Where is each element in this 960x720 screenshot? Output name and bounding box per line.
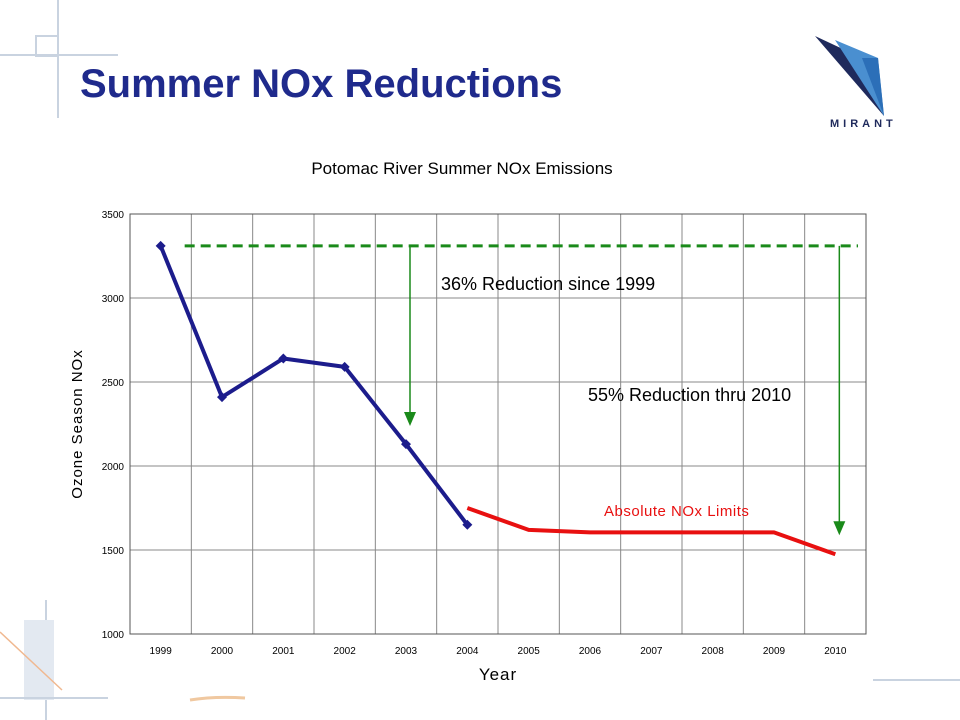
x-tick-label: 2008 [702, 646, 725, 657]
y-tick-label: 1500 [102, 546, 125, 557]
x-tick-label: 2001 [272, 646, 295, 657]
reduction-arrow-head [833, 521, 846, 536]
emissions-data-point [462, 519, 473, 530]
y-tick-label: 2500 [102, 378, 125, 389]
emissions-data-point [278, 353, 289, 364]
plot-area [129, 213, 867, 635]
x-tick-label: 2006 [579, 646, 602, 657]
x-tick-label: 2003 [395, 646, 418, 657]
y-tick-label: 1000 [102, 630, 125, 641]
x-tick-label: 2010 [824, 646, 847, 657]
reduction-arrow-head [404, 412, 416, 426]
chart-title: Potomac River Summer NOx Emissions [311, 159, 612, 178]
emissions-series-line [158, 245, 469, 527]
x-tick-label: 2002 [334, 646, 357, 657]
slide-title: Summer NOx Reductions [80, 62, 563, 106]
x-tick-label: 2000 [211, 646, 234, 657]
x-tick-label: 2005 [518, 646, 541, 657]
annotation-55-percent: 55% Reduction thru 2010 [588, 385, 791, 405]
y-axis-ticks: 1000 1500 2000 2500 3000 3500 [102, 210, 125, 641]
limits-series-line [466, 506, 837, 557]
emissions-data-point [217, 392, 227, 403]
reduction-arrows [404, 245, 846, 536]
y-tick-label: 3500 [102, 210, 125, 221]
chart-series [155, 240, 837, 557]
company-logo [815, 36, 884, 116]
x-axis-label: Year [479, 665, 517, 684]
y-tick-label: 3000 [102, 294, 125, 305]
logo-wordmark: MIRANT [830, 118, 897, 130]
emissions-data-point [155, 240, 166, 251]
series-label-absolute-nox-limits: Absolute NOx Limits [604, 503, 749, 520]
emissions-data-point [401, 439, 411, 450]
annotation-36-percent: 36% Reduction since 1999 [441, 274, 655, 294]
x-tick-label: 2007 [640, 646, 663, 657]
y-tick-label: 2000 [102, 462, 125, 473]
x-tick-label: 2004 [456, 646, 479, 657]
y-axis-label: Ozone Season NOx [69, 349, 86, 498]
x-tick-label: 2009 [763, 646, 786, 657]
emissions-data-point [339, 361, 350, 372]
x-tick-label: 1999 [150, 646, 173, 657]
x-axis-ticks: 1999 2000 2001 2002 2003 2004 2005 2006 2007 2008… [150, 646, 847, 657]
